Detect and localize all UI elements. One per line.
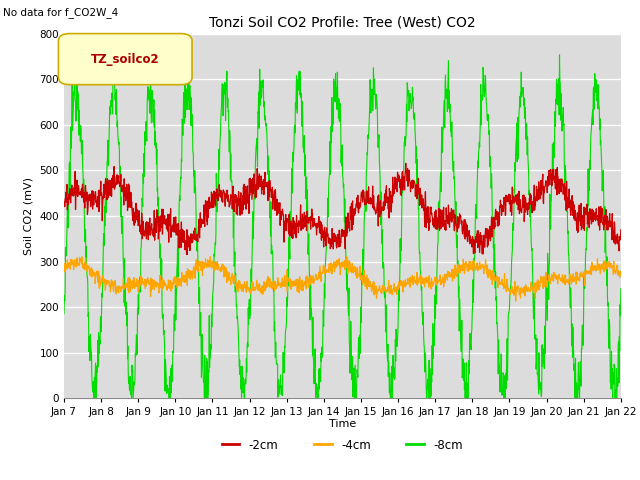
FancyBboxPatch shape	[58, 34, 192, 84]
Text: TZ_soilco2: TZ_soilco2	[91, 53, 159, 66]
Y-axis label: Soil CO2 (mV): Soil CO2 (mV)	[24, 177, 34, 255]
Title: Tonzi Soil CO2 Profile: Tree (West) CO2: Tonzi Soil CO2 Profile: Tree (West) CO2	[209, 16, 476, 30]
Legend: -2cm, -4cm, -8cm: -2cm, -4cm, -8cm	[217, 434, 468, 456]
Text: No data for f_CO2W_4: No data for f_CO2W_4	[3, 7, 118, 18]
X-axis label: Time: Time	[329, 419, 356, 429]
